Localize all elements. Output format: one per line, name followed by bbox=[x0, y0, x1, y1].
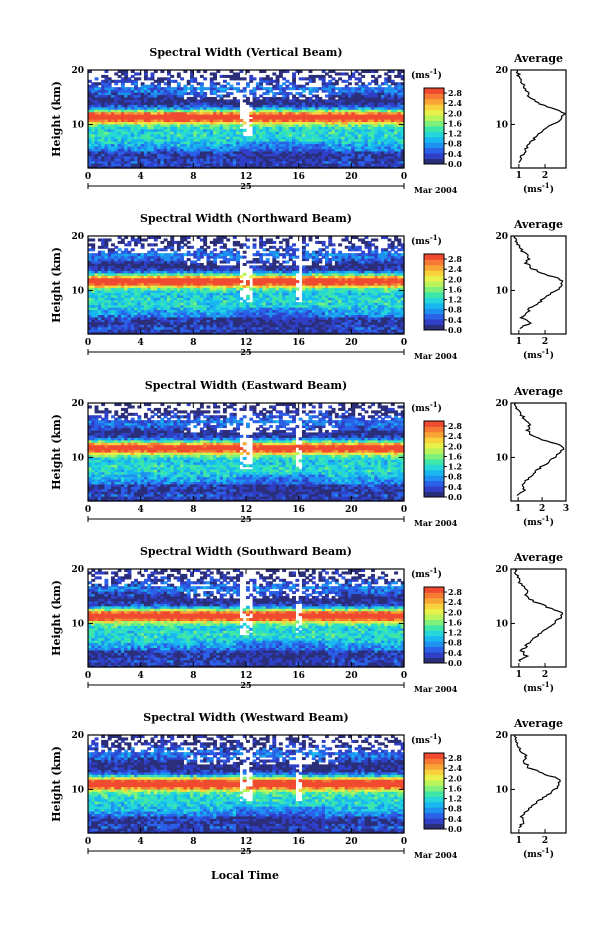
colorbar-swatch bbox=[424, 93, 444, 99]
heatmap-cell bbox=[213, 248, 217, 251]
heatmap-cell bbox=[236, 82, 240, 85]
colorbar-swatch bbox=[424, 104, 444, 110]
heatmap-cell bbox=[243, 129, 247, 132]
heatmap-cell bbox=[131, 248, 135, 251]
avg-y-tick-label: 20 bbox=[495, 66, 508, 76]
colorbar-swatch bbox=[424, 148, 444, 154]
heatmap-cell bbox=[154, 243, 158, 246]
average-profile-line bbox=[517, 70, 566, 163]
colorbar-swatch bbox=[424, 131, 444, 137]
heatmap-cell bbox=[243, 77, 247, 80]
heatmap-cell bbox=[243, 121, 247, 124]
heatmap-cell bbox=[91, 238, 95, 241]
heatmap-cell bbox=[170, 75, 174, 78]
heatmap-cell bbox=[193, 77, 197, 80]
colorbar-swatch bbox=[424, 153, 444, 159]
heatmap-cell bbox=[207, 246, 211, 249]
colorbar-swatch bbox=[424, 110, 444, 116]
heatmap-cell bbox=[361, 75, 365, 78]
heatmap-cell bbox=[177, 82, 181, 85]
date-month-year: Mar 2004 bbox=[414, 185, 458, 195]
heatmap-cell bbox=[141, 243, 145, 246]
average-frame bbox=[511, 70, 566, 168]
colorbar-tick-label: 2.0 bbox=[448, 108, 462, 118]
heatmap-cell bbox=[253, 77, 257, 80]
panel-1: Spectral Width (Vertical Beam)2010Height… bbox=[50, 46, 566, 195]
heatmap-cell bbox=[91, 243, 95, 246]
x-tick-label: 0 bbox=[85, 172, 91, 182]
x-tick-label: 8 bbox=[190, 172, 196, 182]
colorbar: 2.82.42.01.61.20.80.40.0 bbox=[424, 88, 462, 169]
colorbar-swatch bbox=[424, 99, 444, 105]
panel-2: Spectral Width (Northward Beam)2010Heigh… bbox=[50, 212, 566, 361]
avg-y-tick-label: 10 bbox=[495, 120, 508, 130]
colorbar-swatch bbox=[424, 137, 444, 143]
x-tick-label: 0 bbox=[401, 172, 407, 182]
colorbar-tick-label: 0.8 bbox=[448, 139, 462, 149]
figure-canvas: Spectral Width (Vertical Beam)2010Height… bbox=[0, 0, 616, 929]
heatmap-cell bbox=[187, 241, 191, 244]
colorbar-swatch bbox=[424, 121, 444, 127]
average-x-unit: (ms-1) bbox=[523, 181, 554, 195]
heatmap-cell bbox=[236, 99, 240, 102]
average-x-unit-exp: -1 bbox=[542, 181, 550, 190]
heatmap-cell bbox=[203, 77, 207, 80]
heatmap-cell bbox=[230, 92, 234, 95]
colorbar-unit-exp: -1 bbox=[430, 67, 438, 76]
colorbar-swatch bbox=[424, 88, 444, 94]
heatmap-cell bbox=[203, 92, 207, 95]
y-tick-label: 10 bbox=[71, 120, 84, 130]
heatmap-cell bbox=[137, 77, 141, 80]
colorbar-tick-label: 0.4 bbox=[448, 149, 462, 159]
heatmap-cell bbox=[177, 72, 181, 75]
colorbar-swatch bbox=[424, 142, 444, 148]
colorbar-tick-label: 2.4 bbox=[448, 98, 462, 108]
colorbar-unit: (ms-1) bbox=[411, 67, 442, 81]
heatmap-cell bbox=[180, 77, 184, 80]
heatmap-cells bbox=[88, 70, 405, 169]
colorbar-tick-label: 2.8 bbox=[448, 88, 462, 98]
x-tick-label: 20 bbox=[345, 172, 358, 182]
colorbar-unit-close: ) bbox=[438, 70, 442, 81]
avg-x-tick-label: 2 bbox=[542, 171, 548, 181]
colorbar-tick-label: 1.2 bbox=[448, 129, 462, 139]
x-tick-label: 16 bbox=[292, 172, 305, 182]
spectral-width-figure: Spectral Width (Vertical Beam)2010Height… bbox=[0, 0, 616, 929]
heatmap-cell bbox=[388, 75, 392, 78]
average-profile-panel: Average 20 10 1 2(ms-1) bbox=[495, 52, 566, 195]
average-title: Average bbox=[513, 52, 563, 65]
colorbar-tick-label: 1.6 bbox=[448, 118, 462, 128]
heatmap-cell bbox=[108, 238, 112, 241]
heatmap-cell bbox=[95, 77, 99, 80]
colorbar-unit-text: (ms bbox=[411, 70, 430, 81]
heatmap-cell bbox=[200, 82, 204, 85]
colorbar-tick-label: 0.0 bbox=[448, 159, 462, 169]
heatmap-cell bbox=[246, 97, 250, 100]
y-tick-label: 20 bbox=[71, 66, 84, 76]
date-day: 25 bbox=[240, 181, 251, 191]
heatmap-cell bbox=[348, 82, 352, 85]
heatmap-cell bbox=[378, 75, 382, 78]
heatmap-cell bbox=[226, 238, 230, 241]
heatmap-cell bbox=[190, 246, 194, 249]
average-x-unit-close: ) bbox=[550, 184, 554, 195]
average-x-unit-text: (ms bbox=[523, 184, 542, 195]
panel-title: Spectral Width (Northward Beam) bbox=[140, 212, 352, 225]
heatmap-cells bbox=[88, 236, 405, 335]
heatmap-cell bbox=[223, 243, 227, 246]
panel-title: Spectral Width (Vertical Beam) bbox=[149, 46, 342, 59]
colorbar-swatch bbox=[424, 126, 444, 132]
x-tick-label: 4 bbox=[138, 172, 144, 182]
colorbar-swatch bbox=[424, 115, 444, 121]
avg-x-tick-label: 1 bbox=[516, 171, 522, 181]
y-axis-label: Height (km) bbox=[50, 81, 63, 157]
